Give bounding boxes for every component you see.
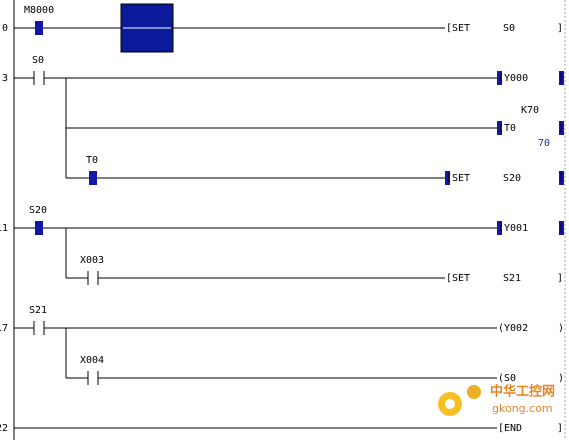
instruction-end: ] [557, 273, 563, 284]
active-marker [559, 121, 564, 135]
contact-on[interactable] [35, 21, 43, 35]
instruction-end: ) [558, 373, 564, 384]
contact[interactable] [87, 371, 99, 385]
active-marker [559, 171, 564, 185]
contact-label: S0 [32, 55, 44, 66]
active-marker [497, 71, 502, 85]
operand: S0 [503, 23, 515, 34]
step-number: 17 [0, 323, 8, 334]
contact-label: M8000 [24, 5, 54, 16]
operand: S20 [503, 173, 521, 184]
operand: S21 [503, 273, 521, 284]
wires [14, 27, 497, 429]
timer-current: 70 [538, 138, 550, 149]
contact-label: T0 [86, 155, 98, 166]
instruction[interactable]: [SET [446, 273, 470, 284]
instruction[interactable]: (Y000 [498, 73, 528, 84]
instruction-end: ) [558, 223, 564, 234]
contact-label: X003 [80, 255, 104, 266]
instruction[interactable]: (S0 [498, 373, 516, 384]
active-marker [497, 121, 502, 135]
contact-label: S21 [29, 305, 47, 316]
contact-label: S20 [29, 205, 47, 216]
active-marker [445, 171, 450, 185]
step-number: 11 [0, 223, 8, 234]
instruction[interactable]: (T0 [498, 123, 516, 134]
instruction-end: ) [558, 323, 564, 334]
instruction-end: ] [557, 23, 563, 34]
active-marker [559, 71, 564, 85]
contact[interactable] [87, 271, 99, 285]
active-marker [559, 221, 564, 235]
instruction-end: ] [557, 423, 563, 434]
step-number: 3 [2, 73, 8, 84]
watermark-title: 中华工控网 [490, 384, 555, 400]
watermark: 中华工控网 gkong.com [438, 384, 555, 416]
contact-label: X004 [80, 355, 104, 366]
active-marker [497, 221, 502, 235]
instruction[interactable]: [SET [446, 173, 470, 184]
instruction-end: ) [558, 73, 564, 84]
instruction[interactable]: [SET [446, 23, 470, 34]
contact[interactable] [33, 321, 45, 335]
instruction[interactable]: (Y001 [498, 223, 528, 234]
instruction[interactable]: (Y002 [498, 323, 528, 334]
timer-constant: K70 [521, 105, 539, 116]
contact[interactable] [33, 71, 45, 85]
contact-on[interactable] [35, 221, 43, 235]
instruction-end: ) [558, 123, 564, 134]
step-number: 22 [0, 423, 8, 434]
step-number: 0 [2, 23, 8, 34]
instruction[interactable]: [END [498, 423, 522, 434]
instruction-end: ] [558, 173, 564, 184]
watermark-url: gkong.com [492, 402, 553, 415]
contact-on[interactable] [89, 171, 97, 185]
